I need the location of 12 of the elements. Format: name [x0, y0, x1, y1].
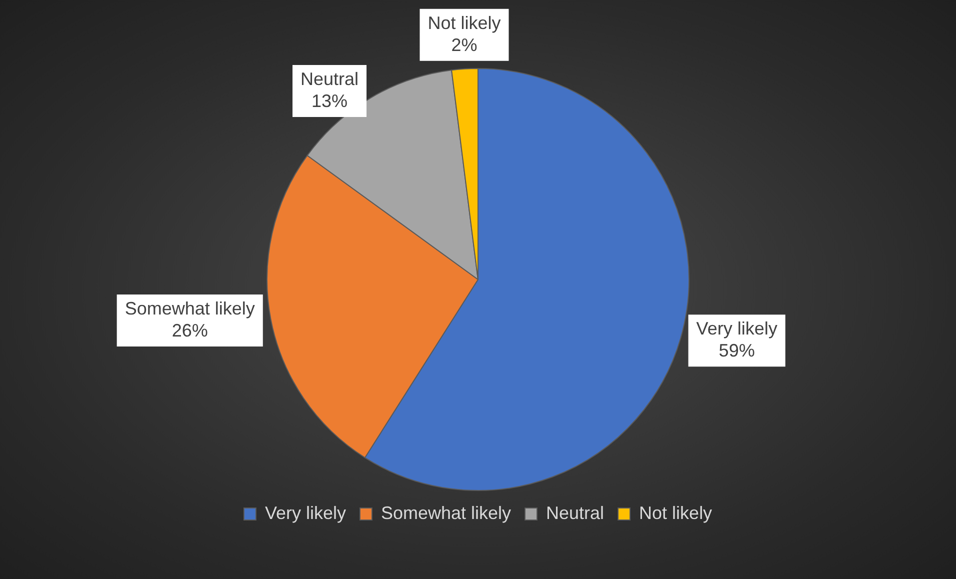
slice-label: Somewhat likely	[124, 298, 255, 319]
legend-label: Somewhat likely	[380, 502, 512, 523]
slice-label: Very likely	[696, 318, 778, 339]
data-label: 13%	[311, 90, 348, 111]
data-label: 26%	[172, 320, 208, 341]
legend-label: Not likely	[639, 502, 712, 523]
legend-label: Neutral	[546, 502, 604, 523]
data-label: 59%	[718, 340, 755, 361]
slice-label: Neutral	[300, 68, 359, 89]
legend-label: Very likely	[264, 502, 346, 523]
slice-label: Not likely	[428, 12, 501, 33]
data-label: 2%	[451, 34, 478, 55]
